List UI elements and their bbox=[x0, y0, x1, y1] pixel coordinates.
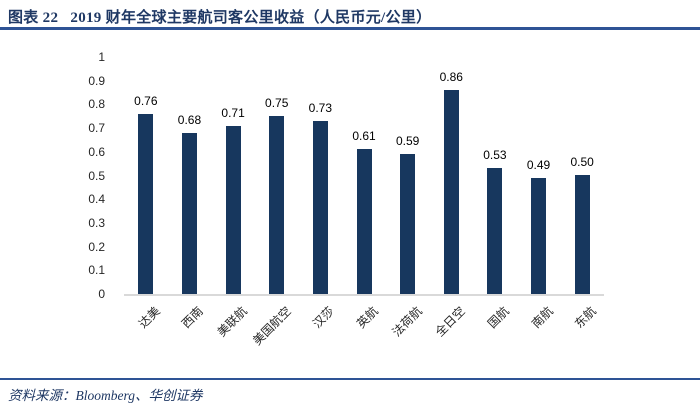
bar-value-label: 0.86 bbox=[439, 70, 463, 84]
bar-value-label: 0.61 bbox=[352, 129, 376, 143]
chart-bar bbox=[356, 149, 372, 294]
x-axis-category-label: 东航 bbox=[572, 304, 600, 331]
chart-bar bbox=[312, 121, 328, 294]
title-divider bbox=[0, 27, 700, 30]
bar-value-label: 0.71 bbox=[221, 106, 245, 120]
y-axis-tick-label: 0.7 bbox=[88, 121, 105, 136]
bar-value-label: 0.53 bbox=[483, 148, 507, 162]
x-axis-category-label: 美联航 bbox=[214, 304, 250, 340]
figure-title: 图表 22 2019 财年全球主要航司客公里收益（人民币元/公里） bbox=[8, 10, 432, 26]
bar-value-label: 0.76 bbox=[134, 94, 158, 108]
y-axis-tick-label: 0.8 bbox=[88, 97, 105, 112]
chart-bar bbox=[225, 126, 241, 294]
x-axis-category-label: 法荷航 bbox=[389, 304, 425, 340]
x-axis-category-label: 汉莎 bbox=[310, 304, 338, 331]
footer-divider bbox=[0, 378, 700, 380]
y-axis-tick-label: 0.2 bbox=[88, 239, 105, 254]
x-axis-category-label: 美国航空 bbox=[249, 304, 294, 348]
x-axis-category-label: 国航 bbox=[484, 304, 512, 331]
x-axis-category-label: 达美 bbox=[135, 304, 163, 331]
chart-bar bbox=[531, 178, 547, 294]
y-axis-tick-label: 0.6 bbox=[88, 144, 105, 159]
chart-bar bbox=[400, 154, 416, 294]
y-axis-tick-label: 0.4 bbox=[88, 192, 105, 207]
y-axis-tick-label: 0.5 bbox=[88, 168, 105, 183]
bar-value-label: 0.68 bbox=[177, 113, 202, 127]
x-axis-category-label: 南航 bbox=[528, 304, 556, 331]
x-axis-category-label: 西南 bbox=[179, 304, 207, 331]
chart-bar bbox=[181, 133, 197, 294]
y-axis-tick-label: 0.3 bbox=[88, 215, 105, 230]
bar-value-label: 0.50 bbox=[570, 155, 594, 169]
bar-value-label: 0.73 bbox=[308, 101, 333, 115]
chart-bar bbox=[487, 168, 503, 294]
x-axis-category-label: 全日空 bbox=[432, 304, 469, 340]
x-axis-category-label: 英航 bbox=[354, 304, 381, 331]
bar-value-label: 0.59 bbox=[395, 134, 420, 148]
bar-value-label: 0.75 bbox=[265, 96, 289, 110]
y-axis-tick-label: 1 bbox=[98, 50, 105, 64]
plot-area: 0 0.1 0.2 0.3 0.4 0.5 0.6 0.7 0.8 0.9 1 0.76 达美 0.68 西… bbox=[88, 50, 604, 348]
chart-bar bbox=[574, 175, 590, 294]
bar-value-label: 0.49 bbox=[526, 158, 551, 172]
chart-bar bbox=[443, 90, 459, 294]
chart-bar bbox=[138, 114, 154, 294]
y-axis-tick-label: 0.9 bbox=[88, 73, 105, 88]
chart-bar bbox=[269, 116, 285, 294]
y-axis-tick-label: 0 bbox=[98, 287, 105, 301]
source-note: 资料来源：Bloomberg、华创证券 bbox=[8, 388, 203, 403]
y-axis-tick-label: 0.1 bbox=[88, 263, 105, 278]
